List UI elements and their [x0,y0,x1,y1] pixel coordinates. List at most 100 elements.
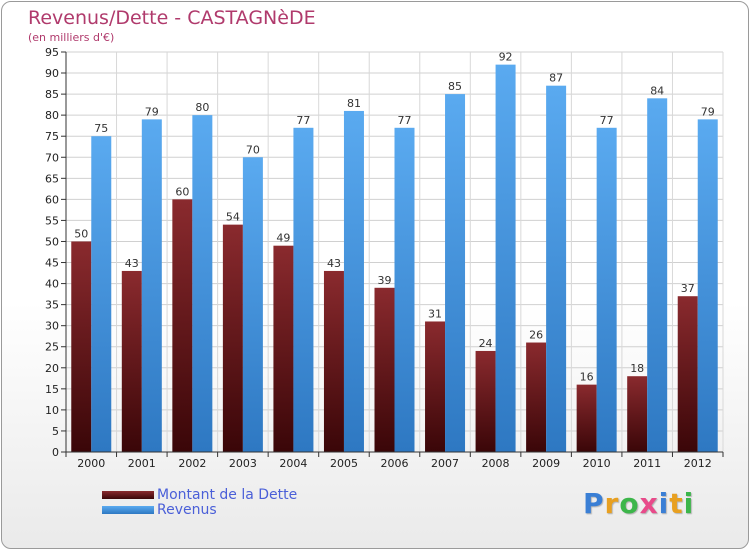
bar-debt-2001 [121,270,142,452]
logo-letter: r [604,487,620,520]
bar-revenus-2004 [293,127,314,452]
data-label-revenus-2012: 79 [701,105,715,118]
data-label-debt-2005: 43 [327,257,341,270]
bar-debt-2008 [475,350,496,452]
x-tick-label-2005: 2005 [330,457,358,470]
legend-label-debt: Montant de la Dette [157,487,298,503]
data-label-debt-2009: 26 [529,329,543,342]
y-tick-label-50: 50 [45,235,59,248]
data-label-debt-2001: 43 [125,257,139,270]
bar-revenus-2002 [192,115,213,452]
x-tick-label-2006: 2006 [381,457,409,470]
x-tick-label-2002: 2002 [178,457,206,470]
y-tick-label-45: 45 [45,257,59,270]
y-tick-label-60: 60 [45,193,59,206]
bar-revenus-2012 [697,119,718,453]
y-tick-label-30: 30 [45,320,59,333]
data-label-revenus-2010: 77 [600,114,614,127]
data-label-debt-2007: 31 [428,307,442,320]
bar-revenus-2010 [596,127,617,452]
chart-title: Revenus/Dette - CASTAGNèDE [28,7,316,29]
y-tick-label-85: 85 [45,88,59,101]
y-tick-label-20: 20 [45,362,59,375]
legend-label-revenus: Revenus [157,502,217,518]
bar-debt-2006 [374,287,395,452]
x-tick-label-2003: 2003 [229,457,257,470]
y-tick-label-90: 90 [45,67,59,80]
logo-letter: i [658,487,670,520]
data-label-debt-2003: 54 [226,211,240,224]
y-tick-label-55: 55 [45,214,59,227]
x-tick-label-2004: 2004 [279,457,307,470]
data-label-debt-2002: 60 [175,185,189,198]
y-tick-label-95: 95 [45,46,59,59]
x-tick-label-2012: 2012 [684,457,712,470]
x-tick-label-2008: 2008 [482,457,510,470]
x-tick-label-2009: 2009 [532,457,560,470]
data-label-revenus-2008: 92 [499,51,513,64]
x-tick-label-2010: 2010 [583,457,611,470]
logo-letter: t [669,487,684,520]
legend-swatch-debt [102,491,154,499]
y-tick-label-10: 10 [45,404,59,417]
bar-debt-2002 [172,199,193,452]
x-tick-label-2000: 2000 [77,457,105,470]
bar-revenus-2008 [495,64,516,452]
y-tick-label-40: 40 [45,278,59,291]
logo-letter: o [619,487,640,520]
data-label-revenus-2001: 79 [145,105,159,118]
axes: 0 5 10 15 20 25 30 35 40 45 50 55 60 65 70 75 80 85 90 95 20… [45,46,724,470]
bar-debt-2007 [425,321,446,452]
y-tick-label-80: 80 [45,109,59,122]
bar-revenus-2003 [242,157,263,452]
data-label-debt-2000: 50 [74,227,88,240]
y-tick-label-25: 25 [45,341,59,354]
bar-revenus-2011 [647,98,668,452]
bar-debt-2011 [627,376,648,452]
data-labels: 50 75 43 79 60 80 54 70 49 77 43 81 39 77 31 85 24 92 26 87… [74,51,714,384]
y-tick-label-65: 65 [45,172,59,185]
bar-revenus-2009 [546,85,567,453]
proxiti-logo: Proxiti [583,487,694,520]
data-label-revenus-2007: 85 [448,80,462,93]
data-label-debt-2010: 16 [580,371,594,384]
x-tick-label-2001: 2001 [128,457,156,470]
logo-letter: P [583,487,605,520]
data-label-revenus-2009: 87 [549,72,563,85]
legend-swatch-revenus [102,506,154,514]
logo-letter: x [639,487,659,520]
bar-debt-2000 [71,241,92,452]
bar-revenus-2007 [445,94,466,453]
x-tick-label-2007: 2007 [431,457,459,470]
y-tick-label-75: 75 [45,130,59,143]
data-label-debt-2006: 39 [378,274,392,287]
logo-letter: i [683,487,695,520]
data-label-debt-2012: 37 [681,282,695,295]
bar-debt-2004 [273,245,294,452]
chart-subtitle: (en milliers d'€) [28,31,115,44]
y-tick-label-5: 5 [52,425,59,438]
bar-revenus-2000 [91,136,112,453]
data-label-revenus-2006: 77 [398,114,412,127]
bar-revenus-2005 [343,110,364,453]
data-label-debt-2008: 24 [479,337,493,350]
x-tick-label-2011: 2011 [633,457,661,470]
y-tick-label-70: 70 [45,151,59,164]
bar-revenus-2001 [141,119,162,453]
data-label-debt-2011: 18 [630,362,644,375]
bar-debt-2003 [222,224,243,452]
data-label-revenus-2005: 81 [347,97,361,110]
bar-debt-2010 [576,384,597,452]
y-tick-label-15: 15 [45,383,59,396]
bar-debt-2005 [323,270,344,452]
bar-debt-2009 [526,342,547,452]
bar-debt-2012 [677,296,698,452]
data-label-revenus-2000: 75 [94,122,108,135]
bars [71,64,718,453]
y-tick-label-35: 35 [45,299,59,312]
data-label-revenus-2004: 77 [296,114,310,127]
data-label-revenus-2011: 84 [650,84,664,97]
data-label-revenus-2002: 80 [195,101,209,114]
